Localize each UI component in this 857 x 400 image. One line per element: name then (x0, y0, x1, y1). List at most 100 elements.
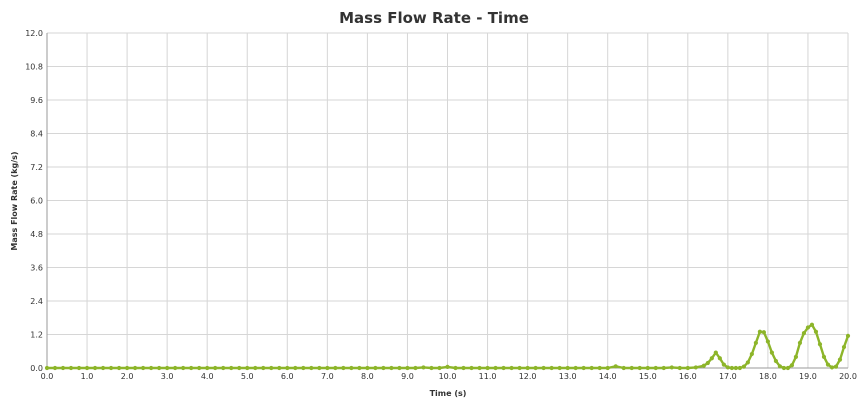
data-point (565, 365, 570, 371)
data-point (108, 365, 114, 371)
grid-lines (46, 32, 849, 369)
data-point (373, 365, 378, 371)
data-point (525, 365, 530, 371)
data-point (237, 365, 242, 371)
data-point (52, 365, 58, 371)
data-point (781, 365, 787, 371)
data-point (76, 365, 82, 371)
data-point (253, 365, 258, 371)
x-tick-label: 17.0 (719, 372, 737, 381)
data-point (841, 344, 847, 350)
x-tick-label: 18.0 (759, 372, 777, 381)
data-point (485, 365, 490, 371)
data-point (509, 365, 514, 371)
data-point (221, 365, 226, 371)
data-point (645, 365, 650, 371)
data-point (581, 365, 586, 371)
data-point (92, 365, 98, 371)
data-point (677, 365, 682, 371)
data-point (533, 365, 538, 371)
data-point (141, 365, 146, 371)
data-point (589, 365, 594, 371)
y-tick-label: 12.0 (25, 29, 43, 38)
data-point (773, 358, 779, 364)
y-tick-label: 2.4 (30, 297, 43, 306)
data-point (389, 365, 394, 371)
data-point (785, 365, 791, 371)
data-point (621, 365, 626, 371)
data-point (189, 365, 194, 371)
data-point (709, 356, 714, 361)
data-point (100, 365, 106, 371)
x-tick-label: 15.0 (639, 372, 657, 381)
data-point (729, 365, 734, 371)
data-point (205, 365, 210, 371)
data-point (501, 365, 506, 371)
data-point (317, 365, 322, 371)
data-point (277, 365, 282, 371)
data-point (765, 339, 771, 344)
data-point (829, 365, 835, 370)
data-point (517, 365, 522, 371)
data-point (721, 362, 726, 367)
x-tick-label: 7.0 (321, 372, 334, 381)
data-point (477, 365, 482, 371)
data-point (725, 365, 730, 370)
data-point (445, 364, 450, 369)
data-point (753, 340, 758, 345)
data-point (349, 365, 354, 371)
data-point (149, 365, 154, 371)
data-point (777, 364, 783, 369)
data-point (285, 365, 290, 371)
y-tick-label: 8.4 (30, 130, 43, 139)
data-point (429, 365, 434, 371)
x-tick-label: 9.0 (401, 372, 414, 381)
data-point (597, 365, 602, 371)
data-point (84, 365, 90, 371)
y-tick-label: 4.8 (30, 230, 43, 239)
data-point (453, 365, 458, 371)
data-point (405, 365, 410, 371)
tick-labels: 0.0 1.0 2.0 3.0 4.0 5.0 6.0 7.0 8.0 9.0 10.0 11.0 12… (25, 29, 857, 381)
data-point (341, 365, 346, 371)
data-point (605, 365, 610, 371)
x-tick-label: 1.0 (81, 372, 94, 381)
x-tick-label: 11.0 (479, 372, 497, 381)
data-point (213, 365, 218, 371)
data-point (44, 365, 50, 371)
data-point (325, 365, 330, 371)
y-tick-label: 6.0 (30, 197, 43, 206)
data-point (613, 364, 618, 369)
data-point (125, 365, 130, 371)
data-point (357, 365, 362, 371)
data-point (541, 365, 546, 371)
data-point (769, 350, 775, 355)
data-point (749, 351, 754, 357)
data-point (705, 360, 710, 366)
x-tick-label: 6.0 (281, 372, 294, 381)
data-point (745, 360, 750, 365)
data-point (685, 365, 690, 371)
series-0 (44, 322, 851, 371)
data-point (413, 365, 418, 371)
x-tick-label: 20.0 (839, 372, 857, 381)
x-tick-label: 2.0 (121, 372, 134, 381)
x-tick-label: 16.0 (679, 372, 697, 381)
data-point (493, 365, 498, 371)
data-point (421, 365, 426, 370)
data-point (309, 365, 314, 371)
data-point (60, 365, 66, 371)
data-point (825, 362, 831, 367)
data-point (833, 364, 839, 369)
data-point (813, 329, 819, 334)
data-point (805, 325, 811, 330)
data-point (573, 365, 578, 371)
data-point (197, 365, 202, 371)
y-tick-label: 0.0 (30, 364, 43, 373)
y-tick-label: 9.6 (30, 96, 43, 105)
data-point (741, 364, 746, 369)
y-tick-label: 1.2 (30, 331, 43, 340)
series-layer (44, 322, 851, 371)
x-tick-label: 3.0 (161, 372, 174, 381)
